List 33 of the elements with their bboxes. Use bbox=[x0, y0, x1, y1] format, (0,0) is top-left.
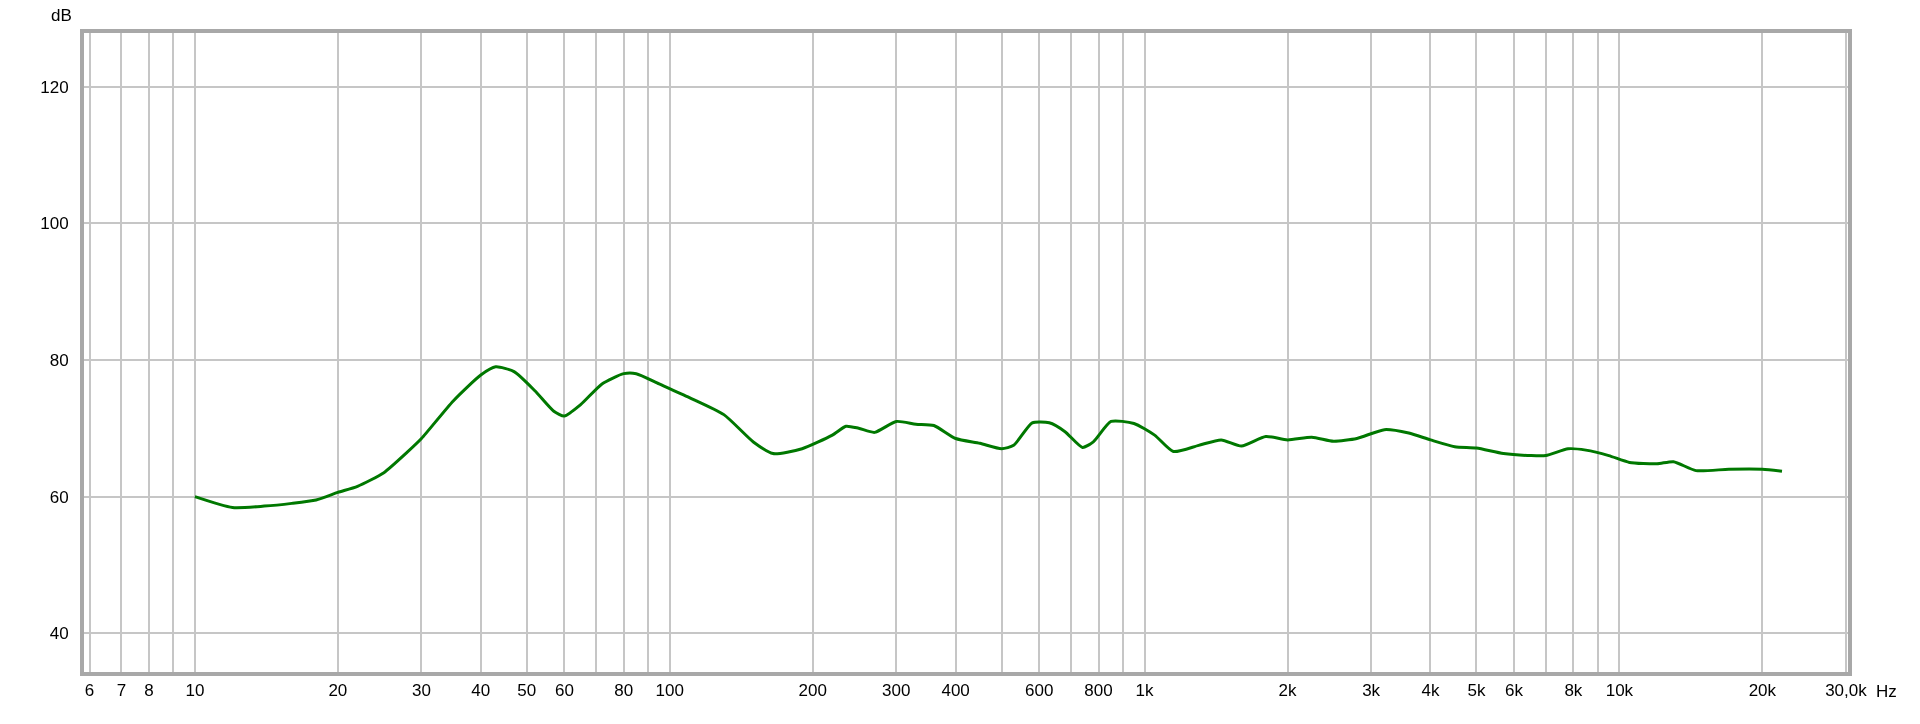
y-tick-label: 60 bbox=[49, 487, 69, 507]
x-axis-title: Hz bbox=[1876, 682, 1897, 701]
x-tick-label: 8 bbox=[144, 681, 154, 701]
y-tick-label: 120 bbox=[40, 77, 69, 97]
x-tick-label: 1k bbox=[1135, 681, 1155, 701]
x-tick-label: 30 bbox=[412, 681, 431, 701]
x-tick-label: 40 bbox=[471, 681, 491, 701]
x-tick-label: 2k bbox=[1278, 681, 1297, 701]
x-tick-label: 5k bbox=[1467, 681, 1486, 701]
x-tick-label: 8k bbox=[1564, 681, 1583, 701]
x-tick-label: 10 bbox=[185, 681, 205, 701]
y-tick-label: 100 bbox=[40, 214, 69, 234]
x-tick-label: 80 bbox=[614, 681, 634, 701]
x-tick-label: 200 bbox=[798, 681, 827, 701]
x-tick-label: 60 bbox=[554, 681, 574, 701]
x-tick-label: 20 bbox=[328, 681, 348, 701]
x-tick-label: 3k bbox=[1362, 681, 1381, 701]
x-tick-label: 400 bbox=[941, 681, 970, 701]
y-tick-label: 80 bbox=[49, 350, 69, 370]
x-tick-label: 600 bbox=[1025, 681, 1054, 701]
x-tick-label: 7 bbox=[116, 681, 127, 701]
x-tick-label: 50 bbox=[517, 681, 537, 701]
x-tick-label: 300 bbox=[882, 681, 911, 701]
x-tick-label: 10k bbox=[1605, 681, 1634, 701]
x-tick-label: 20k bbox=[1748, 681, 1777, 701]
x-tick-label: 30,0k bbox=[1825, 681, 1868, 701]
y-tick-label: 40 bbox=[49, 624, 69, 644]
y-axis-title: dB bbox=[51, 6, 72, 25]
x-tick-label: 6 bbox=[84, 681, 95, 701]
x-tick-label: 100 bbox=[655, 681, 684, 701]
x-tick-label: 6k bbox=[1505, 681, 1524, 701]
x-tick-label: 800 bbox=[1084, 681, 1113, 701]
x-tick-label: 4k bbox=[1421, 681, 1440, 701]
